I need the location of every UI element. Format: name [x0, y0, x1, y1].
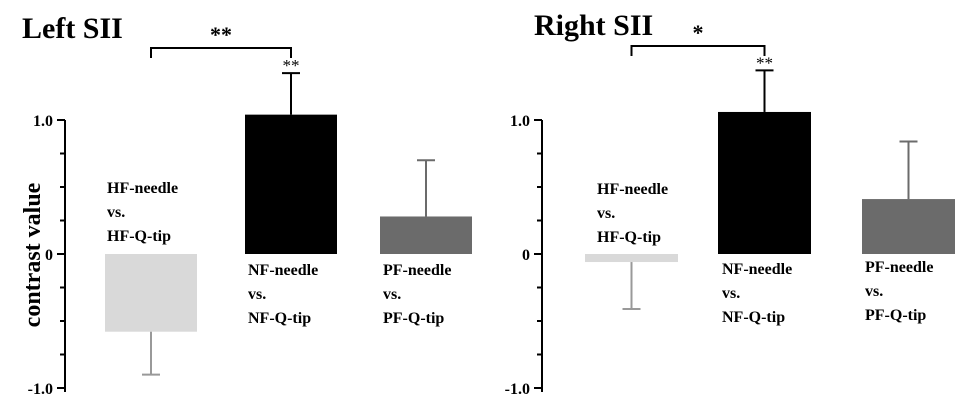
category-label: vs. — [865, 283, 883, 300]
y-axis-label: contrast value — [20, 182, 46, 327]
category-label: PF-needle — [383, 262, 451, 279]
y-tick-label: -1.0 — [28, 381, 53, 398]
y-tick-label: 1.0 — [33, 113, 53, 130]
bracket-significance-label: * — [693, 20, 704, 45]
category-label: NF-needle — [722, 261, 792, 278]
bar-1 — [585, 254, 678, 263]
y-tick-label: -1.0 — [505, 381, 530, 398]
category-label: NF-needle — [248, 262, 318, 279]
category-label: NF-Q-tip — [248, 310, 311, 327]
bar-significance-label: ** — [756, 53, 773, 72]
bar-3 — [380, 216, 472, 254]
chart-title: Left SII — [22, 12, 123, 45]
bar-3 — [862, 199, 955, 254]
category-label: vs. — [248, 286, 266, 303]
category-label: vs. — [597, 205, 615, 222]
significance-bracket — [150, 47, 292, 58]
category-label: NF-Q-tip — [722, 309, 785, 326]
category-label: HF-Q-tip — [597, 229, 661, 246]
y-tick-label: 0 — [45, 247, 53, 264]
category-label: HF-needle — [597, 181, 668, 198]
category-label: vs. — [107, 204, 125, 221]
y-tick-label: 0 — [522, 247, 530, 264]
bar-2 — [245, 114, 337, 254]
bracket-significance-label: ** — [210, 22, 232, 47]
bar-2 — [718, 111, 811, 255]
panel-2: Right SII 1.0 0 -1.0 HF-needle vs. HF-Q-tip ** N… — [505, 9, 955, 398]
category-label: PF-needle — [865, 259, 933, 276]
panel-1: Left SII 1.0 0 -1.0 HF-needle vs. HF-Q-tip ** NF… — [22, 12, 472, 398]
bar-significance-label: ** — [283, 56, 300, 75]
category-label: HF-needle — [107, 180, 178, 197]
chart-title: Right SII — [534, 9, 653, 42]
category-label: HF-Q-tip — [107, 228, 171, 245]
category-label: vs. — [383, 286, 401, 303]
y-tick-label: 1.0 — [510, 113, 530, 130]
category-label: PF-Q-tip — [383, 310, 444, 327]
plots: Left SII 1.0 0 -1.0 HF-needle vs. HF-Q-tip ** NF… — [22, 9, 955, 398]
category-label: PF-Q-tip — [865, 307, 926, 324]
category-label: vs. — [722, 285, 740, 302]
bar-1 — [105, 254, 197, 332]
significance-bracket — [630, 45, 766, 56]
